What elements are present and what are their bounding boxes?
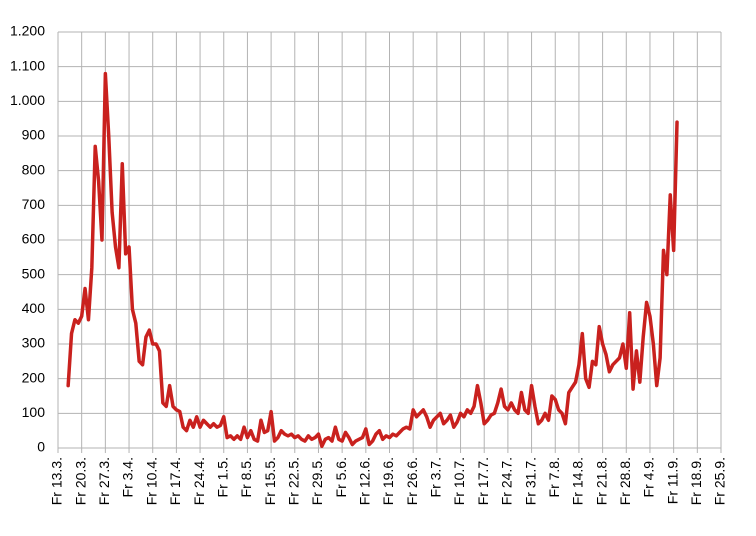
- x-tick-label: Fr 12.6.: [357, 457, 373, 505]
- x-tick-label: Fr 1.5.: [214, 457, 230, 497]
- y-tick-label: 1.000: [10, 92, 45, 108]
- x-tick-label: Fr 5.6.: [333, 457, 349, 497]
- y-tick-label: 1.200: [10, 23, 45, 39]
- y-tick-label: 500: [22, 265, 46, 281]
- x-tick-label: Fr 19.6.: [380, 457, 396, 505]
- x-tick-label: Fr 15.5.: [262, 457, 278, 505]
- x-tick-label: Fr 29.5.: [309, 457, 325, 505]
- y-tick-label: 300: [22, 335, 46, 351]
- x-tick-label: Fr 3.7.: [428, 457, 444, 497]
- x-tick-label: Fr 10.7.: [451, 457, 467, 505]
- y-tick-label: 100: [22, 404, 46, 420]
- x-tick-label: Fr 25.9.: [712, 457, 728, 505]
- x-tick-label: Fr 13.3.: [49, 457, 65, 505]
- x-tick-label: Fr 22.5.: [285, 457, 301, 505]
- y-tick-label: 400: [22, 300, 46, 316]
- x-tick-label: Fr 17.4.: [167, 457, 183, 505]
- x-tick-label: Fr 24.4.: [191, 457, 207, 505]
- x-tick-label: Fr 31.7.: [522, 457, 538, 505]
- y-tick-label: 600: [22, 231, 46, 247]
- x-tick-label: Fr 7.8.: [546, 457, 562, 497]
- x-tick-label: Fr 24.7.: [499, 457, 515, 505]
- y-tick-label: 700: [22, 196, 46, 212]
- x-tick-label: Fr 8.5.: [238, 457, 254, 497]
- x-tick-label: Fr 27.3.: [96, 457, 112, 505]
- x-tick-label: Fr 21.8.: [593, 457, 609, 505]
- x-tick-label: Fr 14.8.: [570, 457, 586, 505]
- x-tick-label: Fr 4.9.: [641, 457, 657, 497]
- x-tick-label: Fr 20.3.: [72, 457, 88, 505]
- y-tick-label: 1.100: [10, 57, 45, 73]
- y-tick-label: 0: [37, 439, 45, 455]
- y-tick-label: 800: [22, 161, 46, 177]
- x-tick-label: Fr 18.9.: [688, 457, 704, 505]
- data-line: [66, 71, 679, 449]
- x-tick-label: Fr 26.6.: [404, 457, 420, 505]
- x-tick-label: Fr 3.4.: [120, 457, 136, 497]
- y-tick-label: 200: [22, 369, 46, 385]
- x-tick-label: Fr 17.7.: [475, 457, 491, 505]
- x-tick-label: Fr 10.4.: [143, 457, 159, 505]
- x-tick-label: Fr 28.8.: [617, 457, 633, 505]
- x-tick-label: Fr 11.9.: [664, 457, 680, 504]
- y-tick-label: 900: [22, 127, 46, 143]
